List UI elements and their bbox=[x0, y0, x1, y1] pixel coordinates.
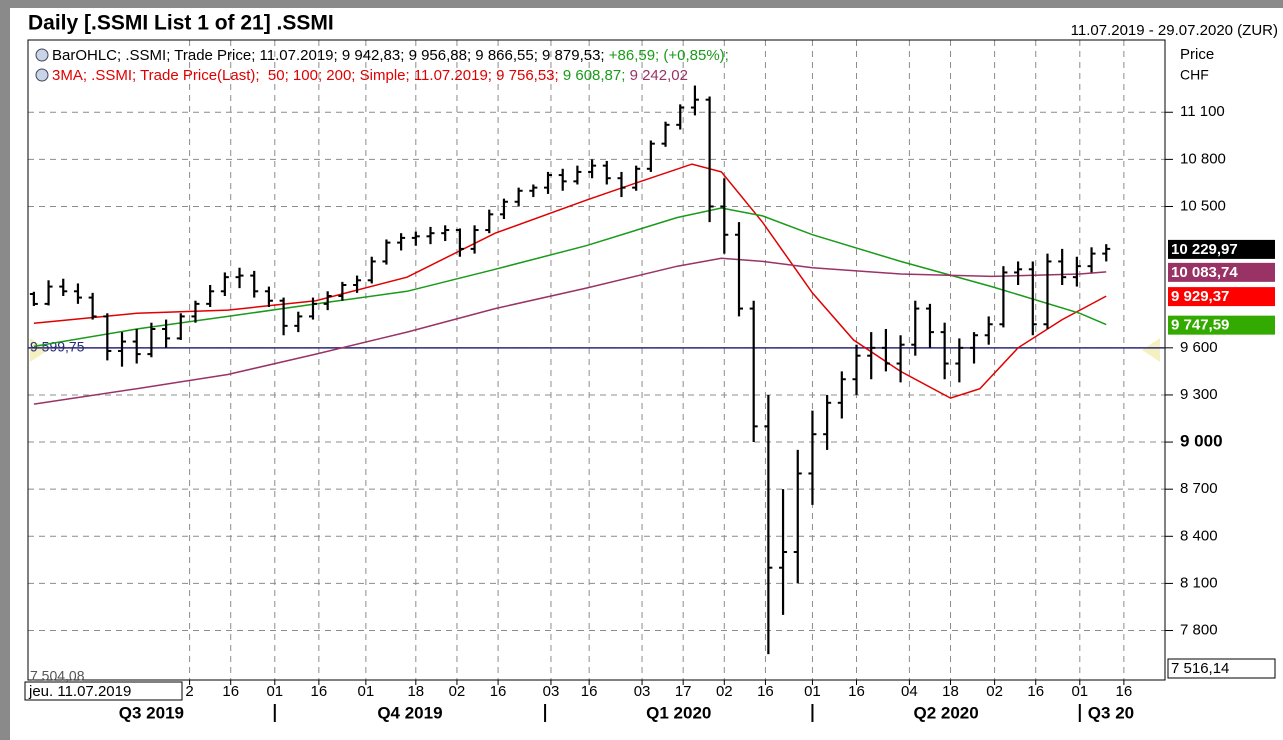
x-tick-label: 01 bbox=[266, 683, 283, 700]
y-tick-label: 7 800 bbox=[1180, 621, 1218, 638]
date-range: 11.07.2019 - 29.07.2020 (ZUR) bbox=[1071, 22, 1278, 39]
quarter-label: Q4 2019 bbox=[377, 703, 442, 722]
quarter-label: Q3 2019 bbox=[119, 703, 184, 722]
last-value-box bbox=[1168, 287, 1275, 307]
x-tick-label: 02 bbox=[716, 683, 733, 700]
quarter-label: Q3 20 bbox=[1088, 703, 1134, 722]
legend-icon bbox=[35, 48, 49, 62]
legend-entry: 3MA; .SSMI; Trade Price(Last); 50; 100; … bbox=[52, 67, 688, 84]
y-tick-label: 8 400 bbox=[1180, 527, 1218, 544]
window-border bbox=[0, 0, 1283, 8]
last-value-label: 9 747,59 bbox=[1171, 317, 1229, 334]
x-tick-label: 03 bbox=[634, 683, 651, 700]
last-value-label: 9 929,37 bbox=[1171, 288, 1229, 305]
legend-part: 3MA; .SSMI; Trade Price(Last); 50; 100; … bbox=[52, 67, 563, 84]
moving-average-line bbox=[33, 163, 1107, 399]
y-tick-label: 8 700 bbox=[1180, 480, 1218, 497]
reference-label: 9 599,75 bbox=[30, 339, 85, 355]
y-tick-label: 9 300 bbox=[1180, 386, 1218, 403]
x-tick-label: 01 bbox=[358, 683, 375, 700]
y-tick-label: 9 600 bbox=[1180, 339, 1218, 356]
legend-part: +86,59; (+0,85%); bbox=[609, 47, 729, 64]
legend-entry: BarOHLC; .SSMI; Trade Price; 11.07.2019;… bbox=[52, 47, 729, 64]
last-value-box bbox=[1167, 658, 1276, 679]
scroll-left[interactable] bbox=[30, 338, 48, 362]
y-tick-label: 10 500 bbox=[1180, 197, 1226, 214]
plot-frame bbox=[27, 39, 1166, 681]
last-value-box bbox=[1168, 315, 1275, 335]
x-tick-label: 17 bbox=[675, 683, 692, 700]
x-tick-label: 16 bbox=[581, 683, 598, 700]
quarter-label: Q1 2020 bbox=[646, 703, 711, 722]
x-tick-label: 01 bbox=[804, 683, 821, 700]
date-box bbox=[24, 681, 183, 701]
x-tick-label: 02 bbox=[449, 683, 466, 700]
axis-unit: CHF bbox=[1180, 67, 1209, 83]
x-tick-label: 16 bbox=[222, 683, 239, 700]
last-value-label: 10 229,97 bbox=[1171, 241, 1238, 258]
axis-title: Price bbox=[1180, 46, 1214, 63]
legend-part: 9 608,87; bbox=[563, 67, 630, 84]
y-tick-label: 10 800 bbox=[1180, 150, 1226, 167]
x-tick-label: 16 bbox=[757, 683, 774, 700]
legend-icon bbox=[35, 68, 49, 82]
legend-part: 9 242,02 bbox=[630, 67, 688, 84]
last-value-label: 7 516,14 bbox=[1171, 660, 1229, 677]
x-tick-label: 16 bbox=[1027, 683, 1044, 700]
x-tick-label: 01 bbox=[1071, 683, 1088, 700]
min-label: 7 504,08 bbox=[30, 668, 85, 684]
x-tick-label: 02 bbox=[986, 683, 1003, 700]
legend-part: BarOHLC; .SSMI; Trade Price; 11.07.2019;… bbox=[52, 47, 609, 64]
moving-average-line bbox=[33, 257, 1107, 405]
x-tick-label: 16 bbox=[848, 683, 865, 700]
x-tick-label: 16 bbox=[490, 683, 507, 700]
last-value-box bbox=[1168, 262, 1275, 282]
x-tick-label: 03 bbox=[543, 683, 560, 700]
x-tick-label: 16 bbox=[1116, 683, 1133, 700]
quarter-label: Q2 2020 bbox=[914, 703, 979, 722]
x-tick-label: 18 bbox=[942, 683, 959, 700]
y-tick-label: 8 100 bbox=[1180, 574, 1218, 591]
date-box-label: jeu. 11.07.2019 bbox=[28, 683, 131, 700]
x-tick-label: 16 bbox=[311, 683, 328, 700]
x-tick-label: 18 bbox=[407, 683, 424, 700]
x-tick-label: 2 bbox=[185, 683, 193, 700]
y-tick-label: 11 100 bbox=[1180, 103, 1225, 120]
moving-average-line bbox=[33, 207, 1107, 348]
x-tick-label: 04 bbox=[901, 683, 918, 700]
window-border bbox=[0, 0, 10, 740]
y-tick-label: 9 000 bbox=[1180, 432, 1223, 451]
scroll-right[interactable] bbox=[1142, 338, 1160, 362]
chart-title: Daily [.SSMI List 1 of 21] .SSMI bbox=[28, 12, 334, 35]
last-value-label: 10 083,74 bbox=[1171, 264, 1238, 281]
last-value-box bbox=[1168, 239, 1275, 259]
